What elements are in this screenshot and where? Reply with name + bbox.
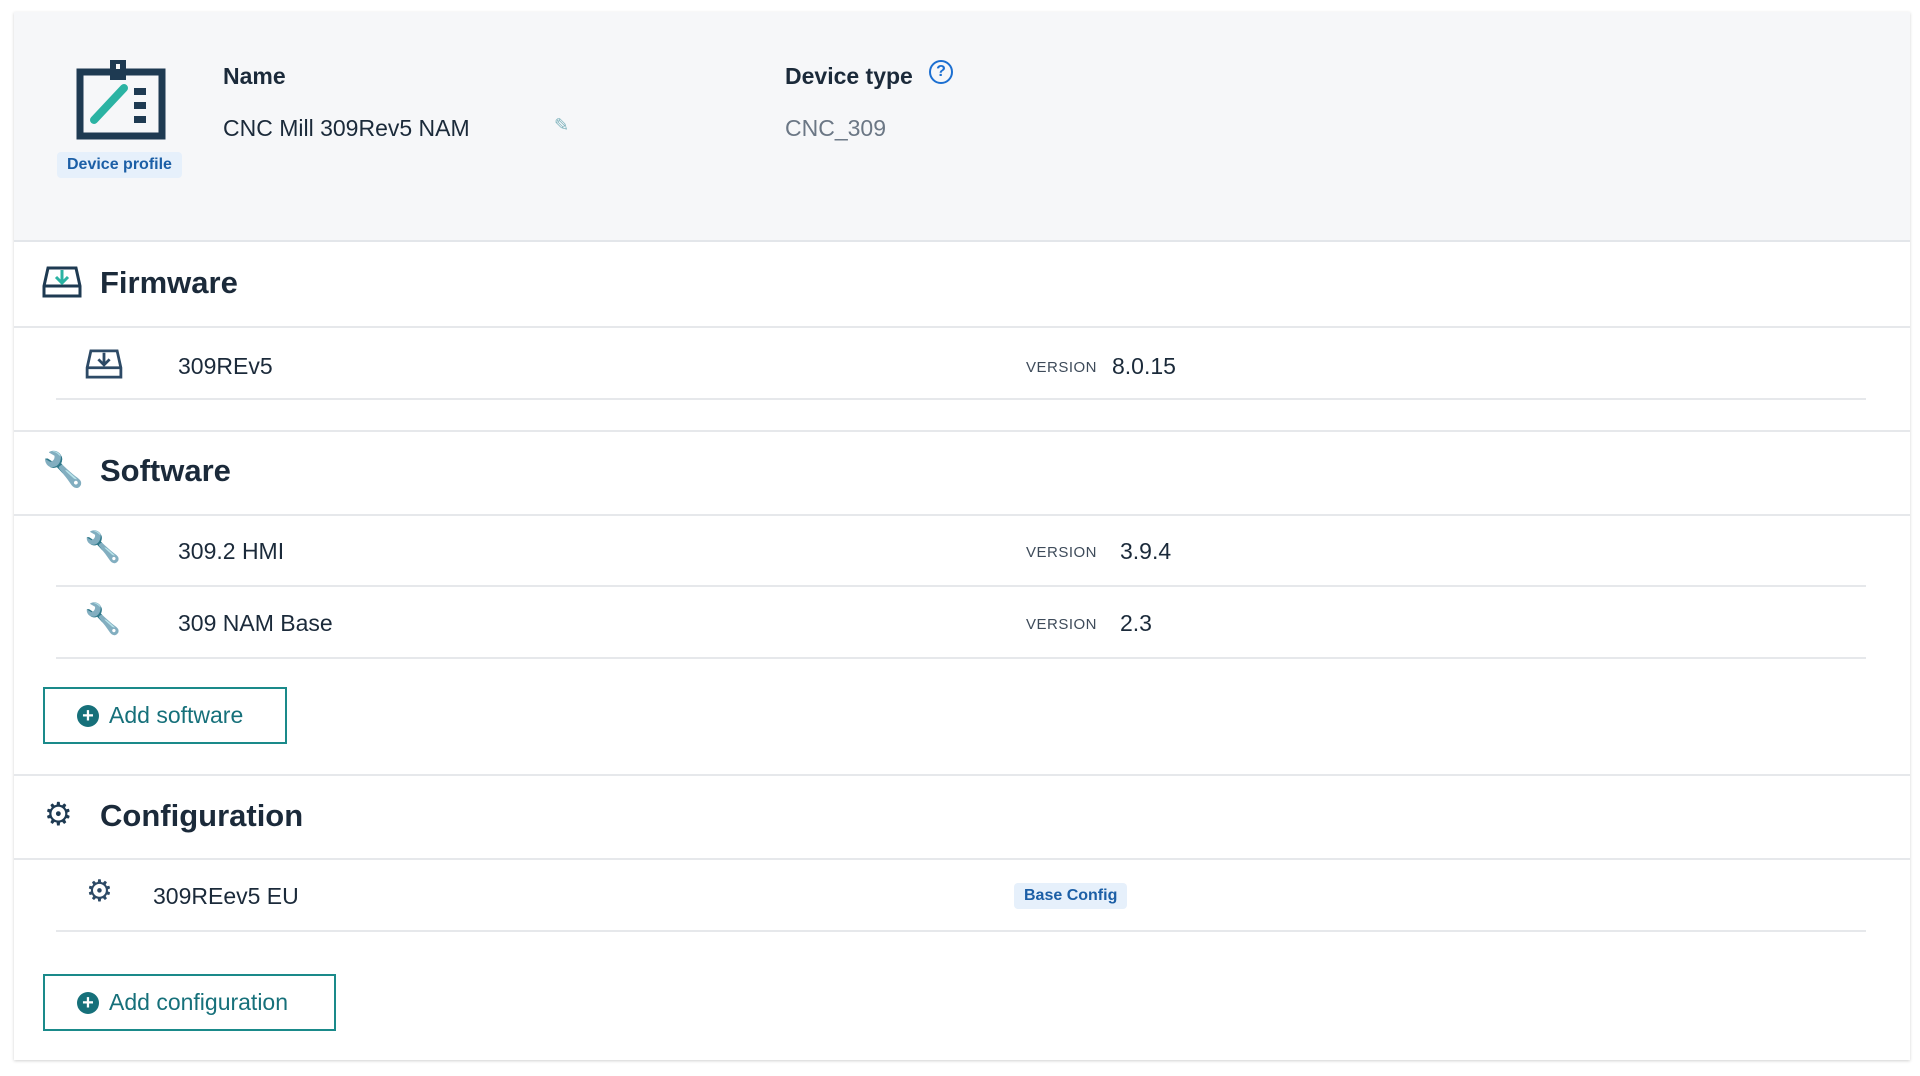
device-profile-card: Device profile Name CNC Mill 309Rev5 NAM…: [14, 12, 1910, 1060]
profile-header: Device profile Name CNC Mill 309Rev5 NAM…: [14, 12, 1910, 242]
device-type-label: Device type: [785, 63, 913, 89]
software-item-icon: 🔧: [84, 603, 122, 636]
name-value: CNC Mill 309Rev5 NAM: [223, 115, 470, 141]
firmware-title: Firmware: [100, 265, 238, 300]
plus-circle-icon: +: [77, 991, 99, 1014]
edit-pencil-icon[interactable]: ✎: [554, 115, 570, 135]
software-version: 2.3: [1120, 610, 1152, 636]
version-label: VERSION: [1026, 616, 1098, 633]
software-name: 309.2 HMI: [178, 538, 285, 564]
configuration-title: Configuration: [100, 798, 304, 833]
software-icon: 🔧: [42, 451, 85, 489]
device-profile-icon: [76, 60, 166, 140]
device-type-value: CNC_309: [785, 115, 886, 141]
software-title: Software: [100, 453, 231, 488]
help-icon[interactable]: ?: [929, 60, 953, 84]
version-label: VERSION: [1026, 544, 1098, 561]
software-name: 309 NAM Base: [178, 610, 333, 636]
version-label: VERSION: [1026, 359, 1098, 376]
configuration-name: 309REev5 EU: [153, 883, 299, 909]
add-configuration-label: Add configuration: [109, 989, 289, 1015]
firmware-name: 309REv5: [178, 353, 273, 379]
add-configuration-button[interactable]: + Add configuration: [43, 974, 336, 1031]
software-item-icon: 🔧: [84, 531, 122, 564]
add-software-label: Add software: [109, 702, 244, 728]
plus-circle-icon: +: [77, 704, 99, 727]
firmware-item-icon: [85, 349, 123, 379]
software-version: 3.9.4: [1120, 538, 1172, 564]
device-profile-badge: Device profile: [57, 152, 182, 178]
add-software-button[interactable]: + Add software: [43, 687, 287, 744]
base-config-badge: Base Config: [1014, 883, 1128, 909]
firmware-icon: [42, 266, 82, 298]
configuration-icon: ⚙: [44, 796, 73, 832]
name-label: Name: [223, 63, 286, 89]
configuration-item-icon: ⚙: [86, 875, 113, 908]
firmware-version: 8.0.15: [1112, 353, 1176, 379]
